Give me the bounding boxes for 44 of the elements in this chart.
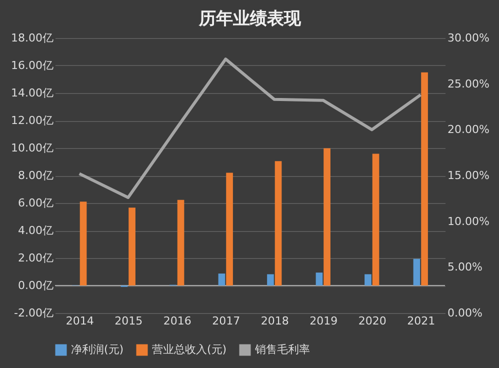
bar (218, 274, 226, 286)
x-tick-label: 2016 (163, 314, 192, 328)
bar (274, 161, 282, 286)
y2-tick-label: 25.00% (448, 77, 490, 90)
bar (372, 154, 380, 286)
x-tick-label: 2014 (66, 314, 94, 328)
y-tick-label: 4.00亿 (18, 224, 54, 237)
legend-label: 营业总收入(元) (152, 343, 227, 356)
y2-tick-label: 20.00% (448, 123, 490, 136)
y2-tick-label: 30.00% (448, 32, 490, 44)
x-tick-label: 2015 (114, 314, 143, 328)
bar (128, 208, 136, 286)
y2-tick-label: 10.00% (448, 214, 490, 228)
bar (316, 272, 323, 286)
y-tick-label: 10.00亿 (11, 142, 54, 154)
chart-title: 历年业绩表现 (198, 9, 302, 29)
legend-label: 销售毛利率 (254, 343, 310, 356)
y2-tick-label: 0.00% (448, 306, 482, 320)
y-tick-label: 14.00亿 (11, 86, 54, 100)
bar (177, 200, 184, 286)
x-tick-label: 2018 (260, 314, 289, 328)
y-tick-label: 2.00亿 (18, 252, 54, 264)
bar (80, 202, 87, 286)
bar (226, 172, 233, 286)
bar (413, 258, 420, 286)
bar (421, 72, 428, 286)
y-tick-label: -2.00亿 (14, 306, 54, 320)
y-tick-label: 0.00亿 (18, 279, 54, 292)
y2-tick-label: 5.00% (448, 260, 482, 274)
y-tick-label: 6.00亿 (18, 196, 54, 210)
x-tick-label: 2020 (358, 314, 386, 328)
y-tick-label: 18.00亿 (11, 32, 54, 44)
legend-label: 净利润(元) (71, 343, 124, 356)
x-tick-label: 2019 (310, 314, 338, 328)
y2-tick-label: 15.00% (448, 169, 490, 182)
x-tick-label: 2021 (407, 314, 436, 328)
y-tick-label: 8.00亿 (18, 169, 54, 182)
y-tick-label: 12.00亿 (11, 114, 54, 127)
y-tick-label: 16.00亿 (11, 59, 54, 72)
x-tick-label: 2017 (212, 314, 240, 328)
line-series (78, 58, 422, 199)
bar (364, 274, 372, 286)
bar (267, 274, 274, 286)
bar (324, 148, 330, 286)
